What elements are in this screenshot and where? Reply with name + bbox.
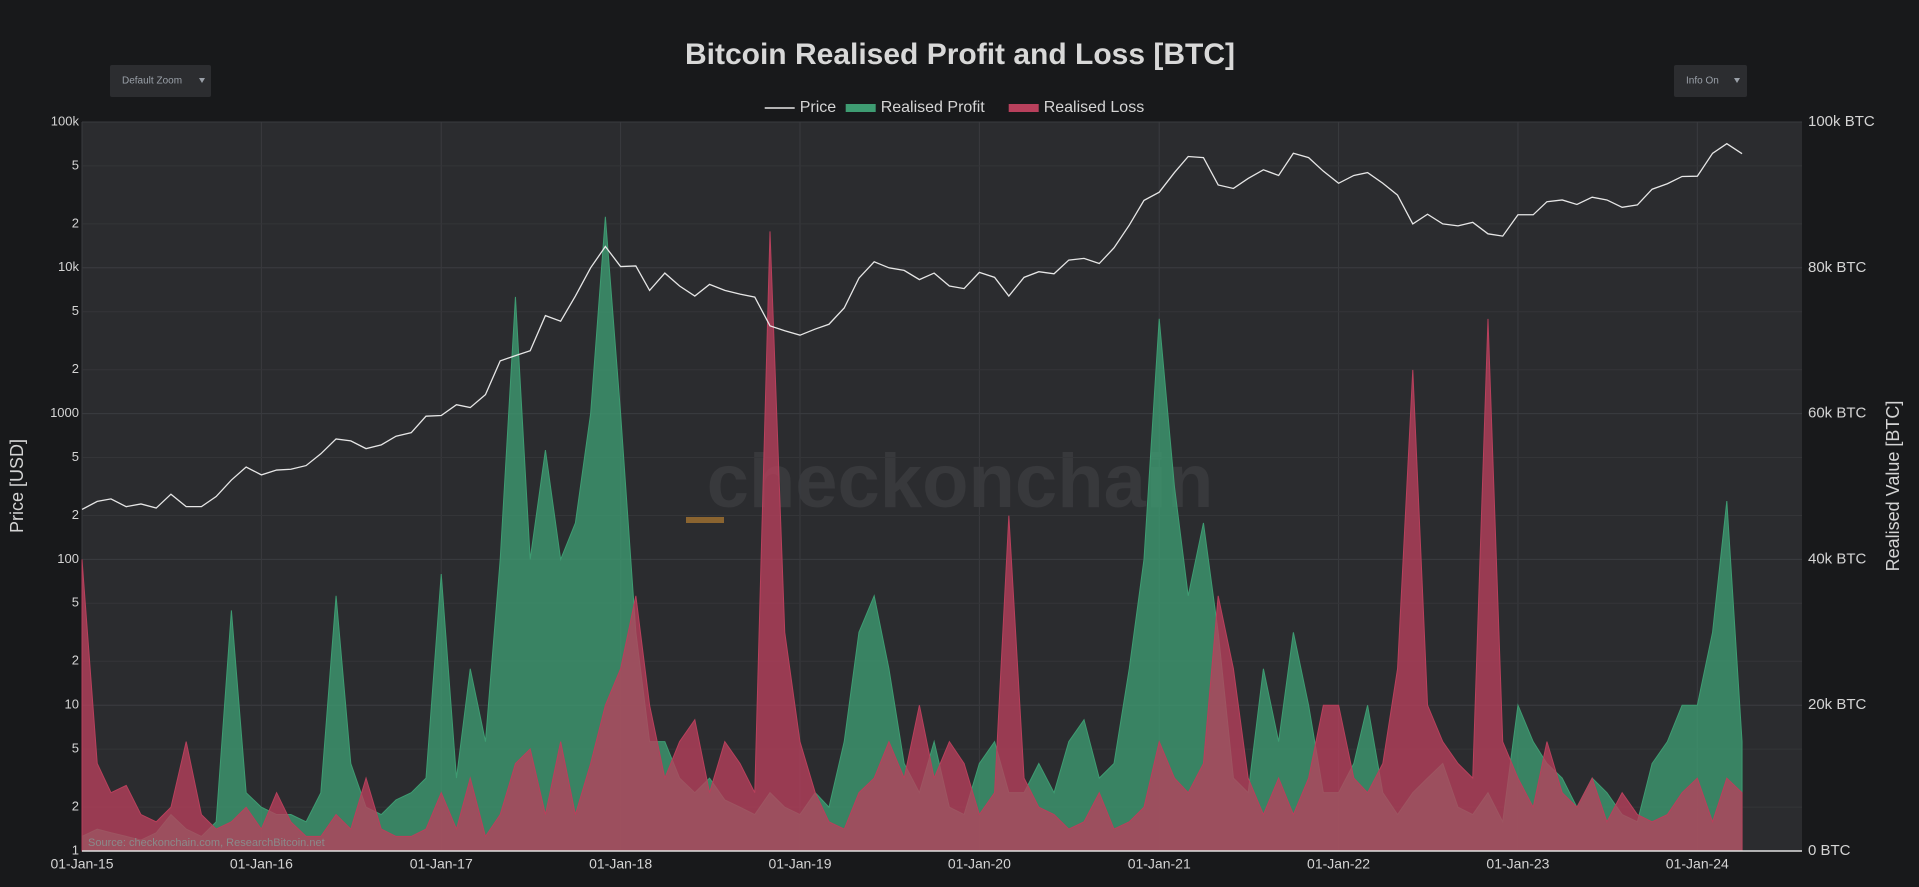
button-label[interactable]: Default Zoom [122, 76, 182, 87]
legend-label: Price [800, 99, 837, 116]
button-bg[interactable] [1674, 65, 1747, 97]
y-tick-label: 5 [72, 595, 79, 610]
y-tick-label: 5 [72, 449, 79, 464]
y-tick-label: 1000 [50, 405, 79, 420]
dropdown-arrow[interactable] [1734, 78, 1740, 83]
y2-tick-label: 80k BTC [1808, 259, 1867, 276]
legend-label: Realised Loss [1044, 99, 1145, 116]
button-bg[interactable] [110, 65, 211, 97]
y-tick-label: 10 [65, 697, 79, 712]
y2-axis-title: Realised Value [BTC] [1883, 401, 1903, 572]
source-note: Source: checkonchain.com, ResearchBitcoi… [88, 837, 325, 849]
legend-swatch [1008, 104, 1039, 112]
legend-swatch [845, 104, 876, 112]
x-tick-label: 01-Jan-22 [1307, 856, 1370, 872]
info-button[interactable]: Info On [1674, 65, 1747, 97]
axes: 01-Jan-15 01-Jan-16 01-Jan-17 01-Jan-18 01-J… [50, 113, 1875, 872]
x-tick-label: 01-Jan-23 [1486, 856, 1549, 872]
y-tick-label: 2 [72, 799, 79, 814]
watermark: checkonchain [707, 439, 1214, 524]
y-tick-label: 100k [51, 113, 80, 128]
y2-tick-label: 20k BTC [1808, 696, 1867, 713]
button-label[interactable]: Info On [1686, 76, 1719, 87]
x-tick-label: 01-Jan-15 [50, 856, 113, 872]
price-line [81, 142, 1743, 511]
x-tick-label: 01-Jan-16 [230, 856, 293, 872]
y-tick-label: 5 [72, 741, 79, 756]
y2-tick-label: 0 BTC [1808, 842, 1851, 859]
y-tick-label: 2 [72, 215, 79, 230]
x-tick-label: 01-Jan-24 [1666, 856, 1729, 872]
chart-title: Bitcoin Realised Profit and Loss [BTC] [685, 38, 1235, 71]
y-tick-label: 5 [72, 303, 79, 318]
y-axis-title: Price [USD] [7, 439, 27, 533]
y-tick-label: 1 [72, 842, 79, 857]
y-tick-label: 100 [57, 551, 79, 566]
y-tick-label: 2 [72, 653, 79, 668]
y2-tick-label: 100k BTC [1808, 113, 1875, 130]
x-tick-label: 01-Jan-18 [589, 856, 652, 872]
y2-tick-label: 60k BTC [1808, 405, 1867, 422]
dropdown-arrow[interactable] [199, 78, 205, 83]
area [81, 231, 1743, 852]
y-tick-label: 5 [72, 157, 79, 172]
watermark-mark [686, 517, 724, 523]
legend-label: Realised Profit [881, 99, 986, 116]
x-tick-label: 01-Jan-20 [948, 856, 1011, 872]
x-tick-label: 01-Jan-17 [410, 856, 473, 872]
x-tick-label: 01-Jan-21 [1128, 856, 1191, 872]
legend: Price Realised Profit Realised Loss [764, 99, 1145, 116]
y-tick-label: 2 [72, 507, 79, 522]
y-tick-label: 2 [72, 361, 79, 376]
zoom-button[interactable]: Default Zoom [110, 65, 211, 97]
y2-tick-label: 40k BTC [1808, 550, 1867, 567]
x-tick-label: 01-Jan-19 [768, 856, 831, 872]
marks [81, 142, 1743, 852]
y-tick-label: 10k [58, 259, 79, 274]
